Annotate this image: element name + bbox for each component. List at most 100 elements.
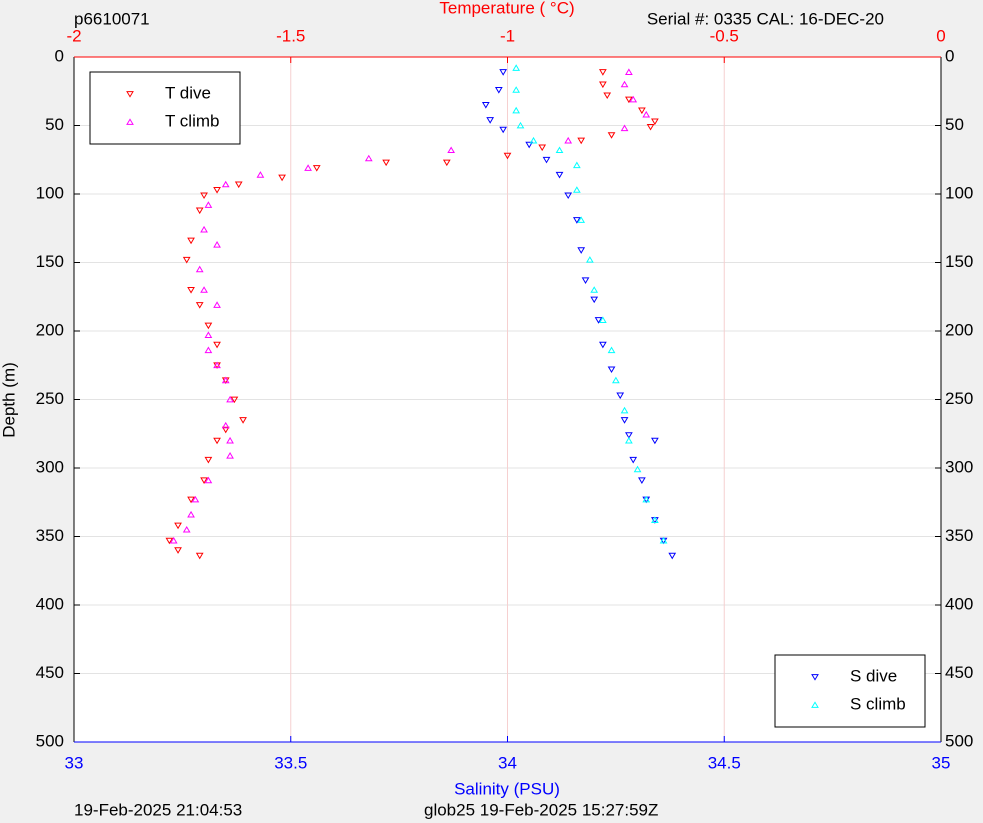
y-tick-label: 0 (55, 46, 64, 65)
y2-tick-label: 400 (945, 594, 973, 613)
marker (555, 146, 564, 154)
marker (481, 102, 490, 109)
marker (651, 516, 659, 523)
marker (529, 136, 538, 144)
marker (629, 456, 638, 464)
marker (651, 118, 659, 126)
marker (226, 451, 234, 459)
marker (633, 465, 642, 473)
marker (651, 437, 659, 445)
y2-tick-label: 300 (945, 457, 973, 476)
marker (512, 64, 521, 71)
marker (620, 417, 629, 424)
legend-label: S dive (850, 666, 897, 685)
marker (486, 117, 495, 124)
marker (494, 86, 503, 94)
x-tick-label: 33.5 (274, 753, 307, 772)
marker (503, 152, 512, 160)
x2-tick-label: -2 (66, 26, 81, 45)
x2-tick-label: 0 (936, 26, 945, 45)
marker (585, 256, 594, 263)
marker (646, 123, 655, 131)
marker (200, 192, 208, 200)
marker (213, 301, 221, 308)
x2-tick-label: -1.5 (276, 26, 305, 45)
marker (182, 525, 191, 533)
y2-tick-label: 150 (945, 252, 973, 271)
marker (555, 171, 564, 179)
marker (234, 181, 243, 189)
marker (620, 406, 629, 414)
marker (304, 164, 312, 171)
marker (239, 417, 247, 424)
marker (182, 256, 191, 264)
marker (169, 536, 178, 544)
marker (187, 510, 195, 518)
marker (616, 392, 625, 400)
y2-tick-label: 50 (945, 115, 964, 134)
marker (629, 95, 638, 103)
marker (200, 225, 208, 233)
marker (442, 159, 451, 167)
bottom-center-text: glob25 19-Feb-2025 15:27:59Z (424, 800, 658, 819)
legend-marker (126, 91, 134, 98)
marker (364, 154, 373, 162)
x-tick-label: 34 (498, 753, 517, 772)
marker (525, 141, 534, 149)
marker (598, 316, 607, 323)
marker (204, 322, 213, 330)
marker (195, 207, 204, 215)
marker (226, 395, 234, 403)
marker (221, 376, 230, 384)
marker (195, 265, 204, 273)
y-axis-label: Depth (m) (0, 362, 18, 438)
marker (191, 495, 200, 503)
legend-label: T dive (165, 83, 211, 102)
marker (174, 522, 182, 530)
marker (577, 216, 586, 223)
marker (572, 217, 581, 224)
marker (564, 136, 573, 144)
marker (382, 159, 390, 167)
y2-tick-label: 200 (945, 320, 973, 339)
marker (213, 241, 221, 248)
legend-label: S climb (850, 694, 906, 713)
marker (200, 477, 208, 485)
marker (607, 132, 616, 139)
x-axis-label: Salinity (PSU) (454, 779, 560, 798)
marker (256, 171, 265, 178)
marker (516, 121, 525, 129)
marker (642, 495, 651, 503)
marker (200, 286, 208, 293)
marker (638, 477, 646, 485)
y-tick-label: 50 (45, 115, 64, 134)
marker (204, 456, 213, 464)
legend-marker (811, 674, 819, 681)
marker (607, 346, 616, 354)
marker (625, 96, 633, 104)
marker (620, 124, 629, 132)
marker (607, 366, 616, 374)
marker (625, 436, 633, 444)
y2-tick-label: 0 (945, 46, 954, 65)
marker (512, 86, 521, 93)
marker (187, 496, 195, 504)
marker (603, 92, 612, 100)
x-tick-label: 33 (65, 753, 84, 772)
marker (659, 536, 668, 544)
legend-marker (811, 701, 819, 708)
marker (312, 165, 321, 172)
bottom-left-text: 19-Feb-2025 21:04:53 (74, 800, 242, 819)
y2-tick-label: 500 (945, 731, 973, 750)
y-tick-label: 150 (36, 252, 64, 271)
marker (625, 432, 633, 439)
marker (195, 552, 204, 560)
marker (165, 537, 174, 545)
top-right-text: Serial #: 0335 CAL: 16-DEC-20 (647, 9, 884, 28)
marker (213, 437, 221, 445)
marker (572, 161, 581, 169)
marker (213, 186, 221, 194)
marker (221, 426, 230, 434)
legend-marker (126, 118, 134, 125)
y2-tick-label: 250 (945, 389, 973, 408)
